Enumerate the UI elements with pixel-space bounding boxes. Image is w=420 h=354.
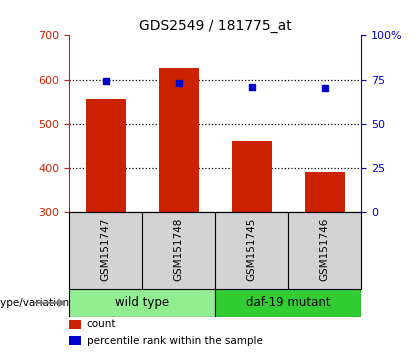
Text: wild type: wild type bbox=[115, 296, 169, 309]
Text: GSM151745: GSM151745 bbox=[247, 218, 257, 281]
Text: daf-19 mutant: daf-19 mutant bbox=[246, 296, 331, 309]
Text: count: count bbox=[87, 319, 116, 329]
Bar bbox=[232, 141, 272, 212]
Bar bbox=[86, 99, 126, 212]
Point bbox=[321, 86, 328, 91]
Point bbox=[176, 80, 182, 86]
Bar bbox=[69, 336, 81, 346]
Point bbox=[102, 79, 109, 84]
Text: percentile rank within the sample: percentile rank within the sample bbox=[87, 336, 262, 346]
Text: genotype/variation: genotype/variation bbox=[0, 298, 69, 308]
Title: GDS2549 / 181775_at: GDS2549 / 181775_at bbox=[139, 19, 291, 33]
Text: GSM151747: GSM151747 bbox=[101, 218, 111, 281]
Bar bbox=[69, 289, 215, 316]
Bar bbox=[69, 320, 81, 329]
Bar bbox=[215, 289, 361, 316]
Text: GSM151746: GSM151746 bbox=[320, 218, 330, 281]
Bar bbox=[304, 172, 345, 212]
Bar bbox=[159, 68, 199, 212]
Point bbox=[248, 84, 255, 90]
Text: GSM151748: GSM151748 bbox=[174, 218, 184, 281]
